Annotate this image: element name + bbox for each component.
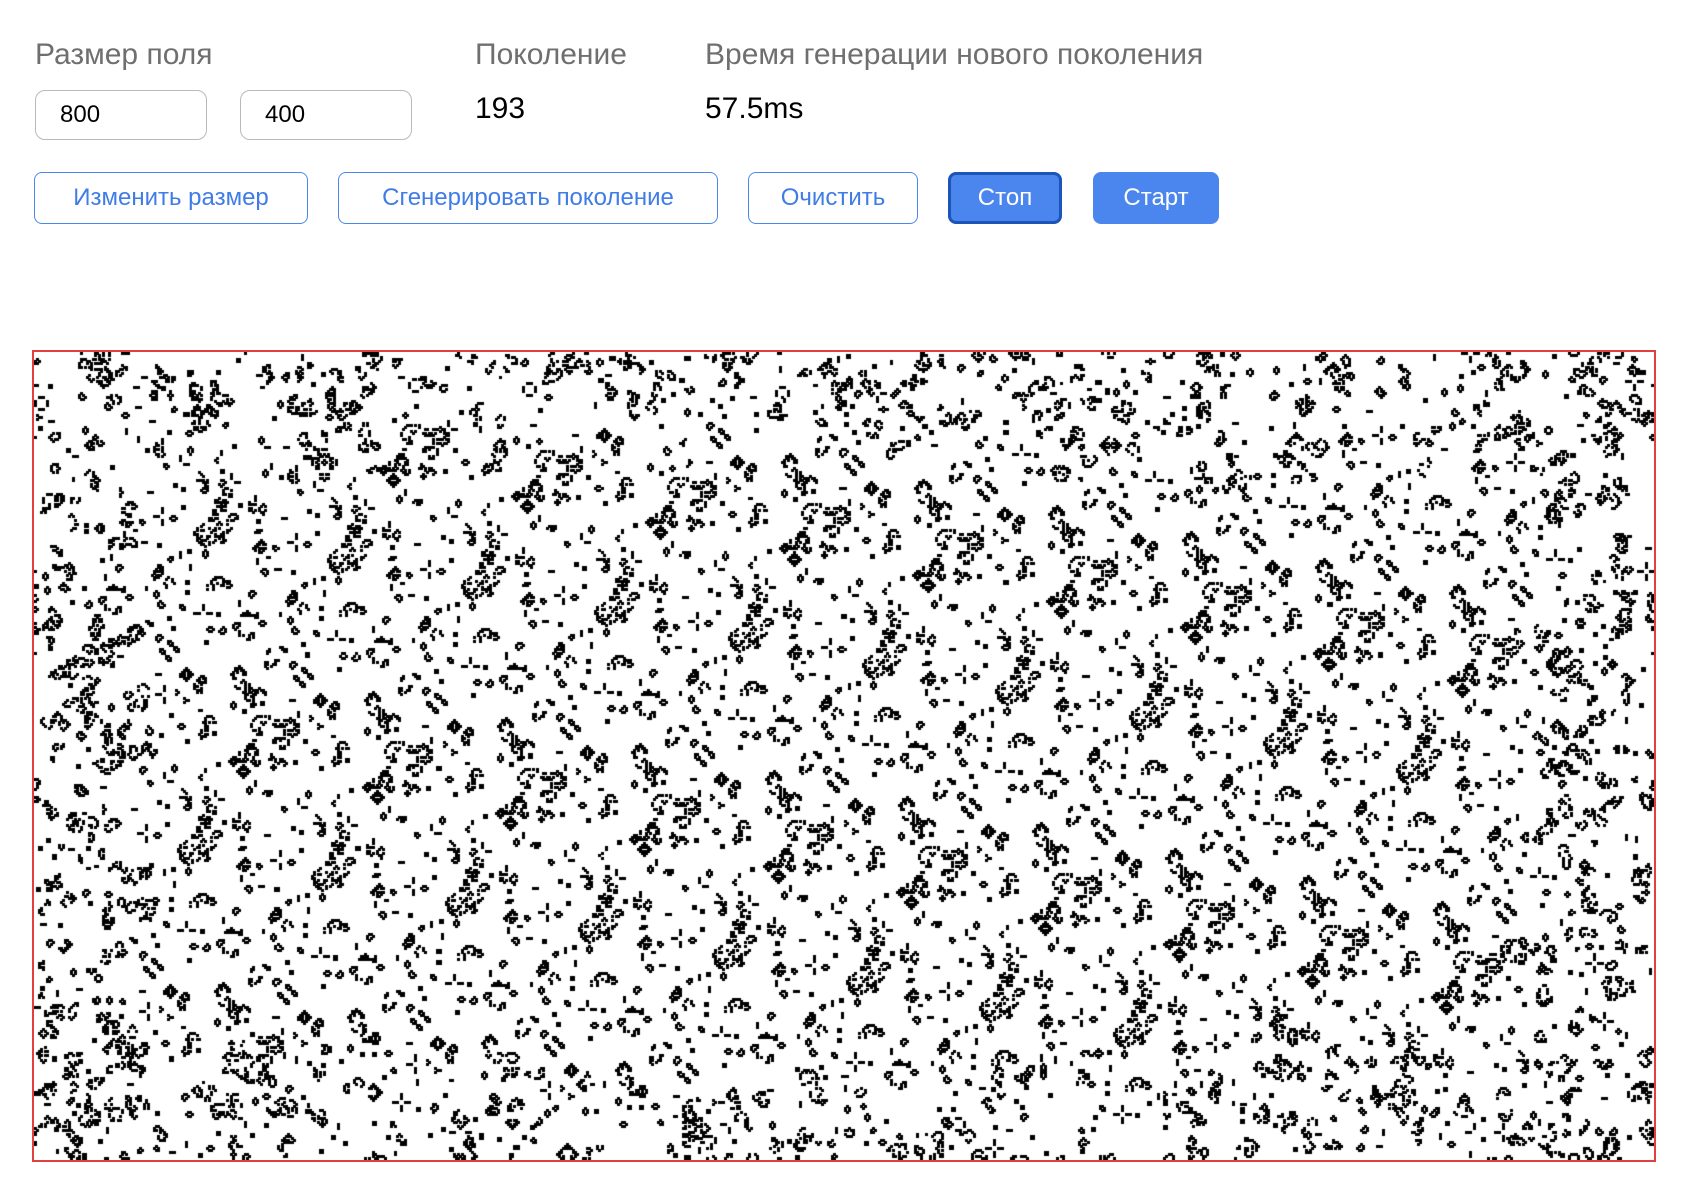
generation-label: Поколение xyxy=(475,38,627,71)
generate-button[interactable]: Сгенерировать поколение xyxy=(338,172,718,224)
life-field[interactable] xyxy=(32,350,1656,1162)
generation-counter: 193 xyxy=(475,92,526,125)
field-width-input[interactable] xyxy=(35,90,207,140)
generation-time-value: 57.5ms xyxy=(705,92,804,125)
generation-time-label: Время генерации нового поколения xyxy=(705,38,1204,71)
start-button[interactable]: Старт xyxy=(1093,172,1219,224)
stop-button[interactable]: Стоп xyxy=(948,172,1062,224)
field-height-input[interactable] xyxy=(240,90,412,140)
clear-button[interactable]: Очистить xyxy=(748,172,918,224)
resize-button[interactable]: Изменить размер xyxy=(34,172,308,224)
life-canvas[interactable] xyxy=(34,352,1654,1160)
field-size-label: Размер поля xyxy=(35,38,213,71)
